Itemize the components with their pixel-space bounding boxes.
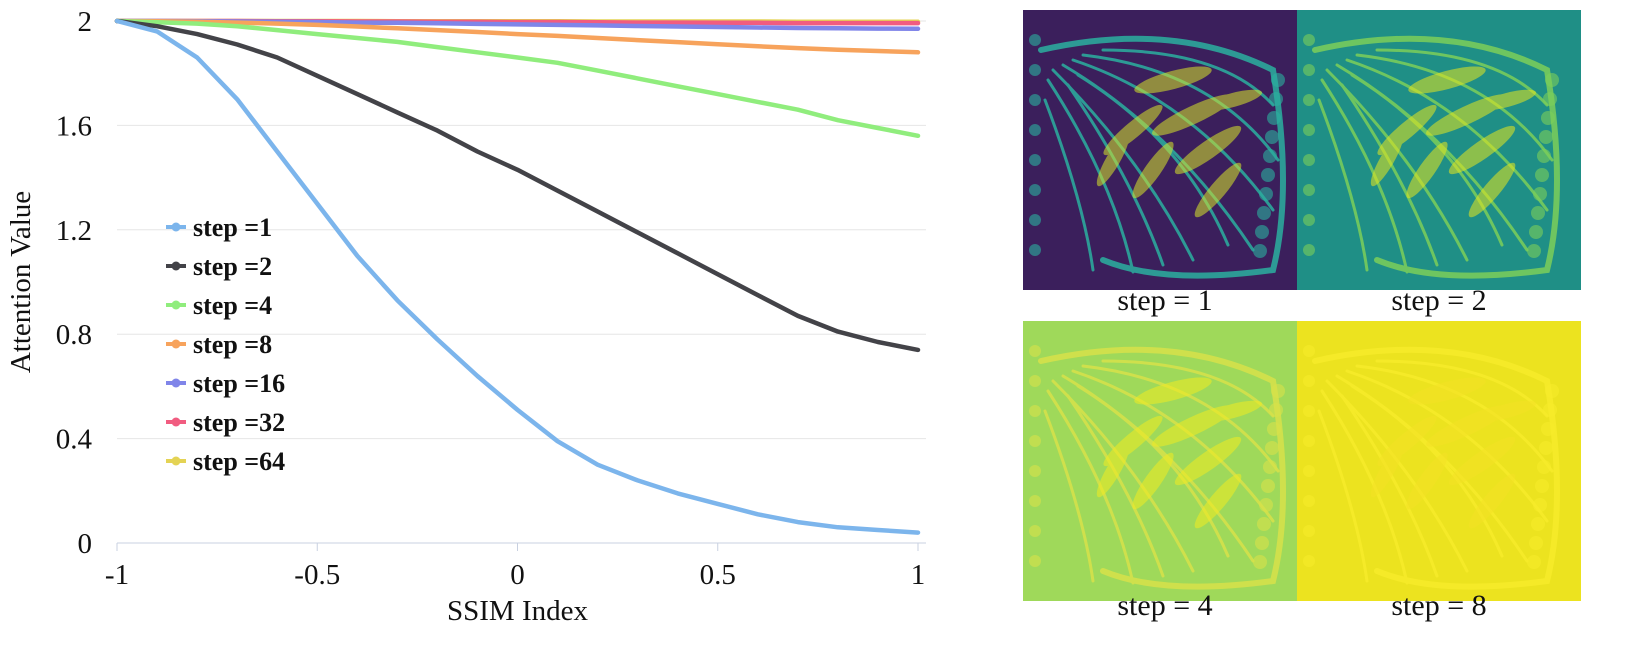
wing-cells bbox=[1370, 377, 1537, 529]
legend-item: step =16 bbox=[166, 369, 285, 398]
wing-veins bbox=[1038, 35, 1286, 279]
y-tick-label: 1.2 bbox=[56, 215, 92, 247]
wing-cells bbox=[1096, 377, 1263, 529]
legend-marker bbox=[171, 261, 181, 271]
x-axis-label: SSIM Index bbox=[447, 595, 588, 627]
legend-label: step =1 bbox=[193, 213, 272, 242]
attention-map-image bbox=[1297, 10, 1581, 290]
legend-label: step =2 bbox=[193, 252, 272, 281]
attention-map-image bbox=[1023, 10, 1307, 290]
series-line-step-4 bbox=[114, 18, 921, 139]
legend-label: step =64 bbox=[193, 447, 285, 476]
legend-marker bbox=[171, 378, 181, 388]
legend-marker bbox=[171, 417, 181, 427]
legend-label: step =8 bbox=[193, 330, 272, 359]
x-tick-label: 1 bbox=[911, 559, 926, 591]
wing-cells bbox=[1370, 66, 1537, 218]
series-line-step-1 bbox=[114, 18, 921, 535]
legend-item: step =4 bbox=[166, 291, 272, 320]
panel-caption: step = 2 bbox=[1391, 284, 1487, 317]
wing-veins bbox=[1312, 346, 1560, 590]
attention-map-image bbox=[1023, 321, 1307, 601]
legend-marker bbox=[171, 456, 181, 466]
attention-map-image bbox=[1297, 321, 1581, 601]
y-tick-label: 2 bbox=[78, 6, 93, 38]
y-tick-label: 0.4 bbox=[56, 424, 93, 456]
y-tick-label: 1.6 bbox=[56, 110, 92, 142]
y-axis: 0 0.4 0.8 1.2 1.6 2 bbox=[56, 6, 93, 560]
legend-label: step =4 bbox=[193, 291, 272, 320]
wing-edge-cells bbox=[1029, 34, 1285, 258]
wing-edge-cells bbox=[1303, 345, 1559, 569]
legend-item: step =64 bbox=[166, 447, 285, 476]
legend-item: step =8 bbox=[166, 330, 272, 359]
x-tick-label: 0 bbox=[510, 559, 525, 591]
legend-marker bbox=[171, 222, 181, 232]
y-tick-label: 0.8 bbox=[56, 319, 92, 351]
y-axis-label: Attention Value bbox=[5, 191, 37, 373]
panel-caption: step = 8 bbox=[1391, 589, 1487, 622]
series-lines bbox=[114, 18, 921, 535]
wing-edge-cells bbox=[1303, 34, 1559, 258]
wing-cells bbox=[1096, 66, 1263, 218]
legend-marker bbox=[171, 300, 181, 310]
legend-label: step =32 bbox=[193, 408, 285, 437]
legend-label: step =16 bbox=[193, 369, 285, 398]
panel-caption: step = 1 bbox=[1117, 284, 1213, 317]
panel-caption: step = 4 bbox=[1117, 589, 1213, 622]
series-line-step-2 bbox=[114, 18, 921, 353]
wing-edge-cells bbox=[1029, 345, 1285, 569]
x-tick-label: 0.5 bbox=[700, 559, 736, 591]
y-tick-label: 0 bbox=[78, 528, 93, 560]
x-tick-label: -0.5 bbox=[294, 559, 340, 591]
legend-item: step =2 bbox=[166, 252, 272, 281]
legend: step =1 step =2 step =4 step =8 step =16 step… bbox=[166, 213, 285, 476]
legend-item: step =1 bbox=[166, 213, 272, 242]
x-axis: -1 -0.5 0 0.5 1 bbox=[105, 543, 925, 591]
x-tick-label: -1 bbox=[105, 559, 129, 591]
series-line-step-8 bbox=[114, 18, 921, 55]
legend-item: step =32 bbox=[166, 408, 285, 437]
legend-marker bbox=[171, 339, 181, 349]
